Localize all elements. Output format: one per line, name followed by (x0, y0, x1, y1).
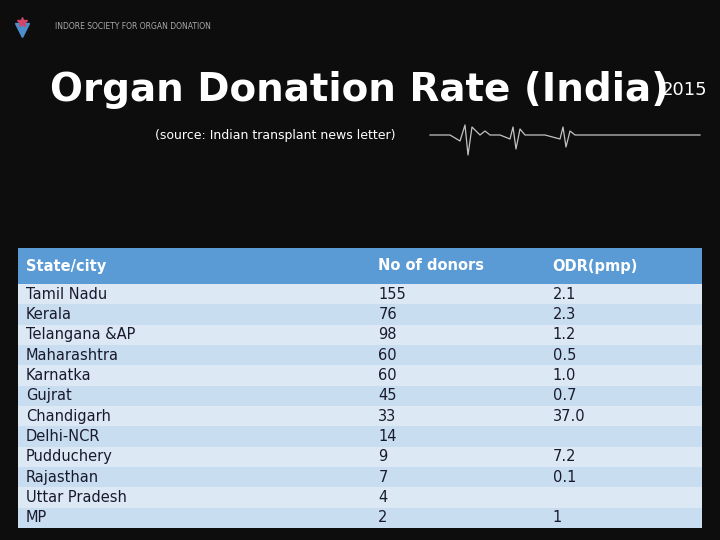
Text: Maharashtra: Maharashtra (26, 348, 119, 363)
Text: 4: 4 (378, 490, 387, 505)
Text: 14: 14 (378, 429, 397, 444)
Text: Tamil Nadu: Tamil Nadu (26, 287, 107, 302)
Text: 9: 9 (378, 449, 387, 464)
Bar (18, 508, 702, 528)
Text: 2.1: 2.1 (553, 287, 576, 302)
Text: 1: 1 (553, 510, 562, 525)
Bar (18, 487, 702, 508)
Bar (18, 345, 702, 366)
Text: 98: 98 (378, 327, 397, 342)
Text: Delhi-NCR: Delhi-NCR (26, 429, 101, 444)
Text: Kerala: Kerala (26, 307, 72, 322)
Bar (18, 284, 702, 305)
Text: State/city: State/city (26, 259, 107, 273)
Text: 2.3: 2.3 (553, 307, 576, 322)
Bar (18, 427, 702, 447)
Text: 7.2: 7.2 (553, 449, 576, 464)
Text: 37.0: 37.0 (553, 409, 585, 424)
Text: 76: 76 (378, 307, 397, 322)
Bar (18, 447, 702, 467)
Bar (18, 305, 702, 325)
Text: 1.0: 1.0 (553, 368, 576, 383)
Text: ODR(pmp): ODR(pmp) (553, 259, 638, 273)
Bar (18, 406, 702, 427)
Text: 0.1: 0.1 (553, 470, 576, 485)
Text: MP: MP (26, 510, 48, 525)
Text: 1.2: 1.2 (553, 327, 576, 342)
Text: Pudduchery: Pudduchery (26, 449, 113, 464)
Text: 155: 155 (378, 287, 406, 302)
Text: 33: 33 (378, 409, 397, 424)
Text: Rajasthan: Rajasthan (26, 470, 99, 485)
Text: Gujrat: Gujrat (26, 388, 72, 403)
Text: 2015: 2015 (662, 81, 708, 99)
Text: Karnatka: Karnatka (26, 368, 91, 383)
Text: 7: 7 (378, 470, 387, 485)
Bar (18, 325, 702, 345)
Text: Telangana &AP: Telangana &AP (26, 327, 135, 342)
Bar (18, 386, 702, 406)
Text: No of donors: No of donors (378, 259, 485, 273)
Text: 45: 45 (378, 388, 397, 403)
Bar (18, 366, 702, 386)
Text: (source: Indian transplant news letter): (source: Indian transplant news letter) (155, 129, 395, 141)
Text: 0.7: 0.7 (553, 388, 576, 403)
Text: Chandigarh: Chandigarh (26, 409, 111, 424)
Text: 2: 2 (378, 510, 387, 525)
Bar (18, 248, 702, 284)
Text: 60: 60 (378, 348, 397, 363)
Text: 60: 60 (378, 368, 397, 383)
Bar (18, 467, 702, 487)
Text: 0.5: 0.5 (553, 348, 576, 363)
Text: INDORE SOCIETY FOR ORGAN DONATION: INDORE SOCIETY FOR ORGAN DONATION (55, 22, 211, 31)
Text: Organ Donation Rate (India): Organ Donation Rate (India) (50, 71, 670, 109)
Text: Uttar Pradesh: Uttar Pradesh (26, 490, 127, 505)
